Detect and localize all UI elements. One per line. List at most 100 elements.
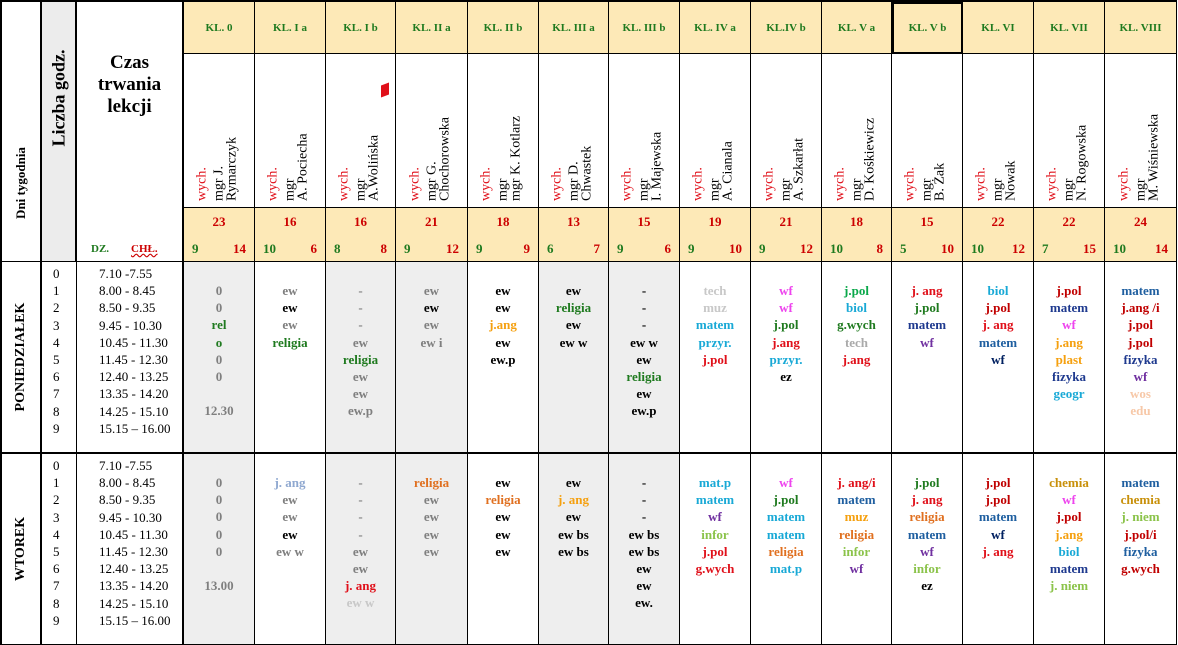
teacher-text: wych. mgr N. Rogowska <box>1044 61 1095 200</box>
lessons-cell: j. ang ew ew ew ew w <box>255 454 326 645</box>
lesson-entry: wf <box>779 283 793 298</box>
class-header[interactable]: KL. VIII <box>1105 2 1177 54</box>
lesson-entry: ew <box>352 368 369 384</box>
lesson-entry: wf <box>1133 368 1148 384</box>
lesson-time: 8.00 - 8.45 <box>99 475 156 491</box>
hours-count-cell: 23 9 14 <box>184 208 255 262</box>
class-header[interactable]: KL. 0 <box>184 2 255 54</box>
lesson-entry: rel <box>211 317 227 333</box>
lesson-entry: religia <box>413 475 450 490</box>
teacher-name: A. Cianala <box>720 140 736 201</box>
girls-count: 6 <box>664 241 672 256</box>
class-header[interactable]: KL. III b <box>609 2 680 54</box>
lesson-number: 3 <box>53 509 60 525</box>
lesson-entry: fizyka <box>1052 368 1086 384</box>
teacher-cell: wych. mgr Nowak <box>963 54 1034 208</box>
lesson-entry: j.pol <box>773 492 799 508</box>
teacher-text: wych. mgr M. Wiśniewska <box>1115 61 1166 200</box>
class-header[interactable]: KL. III a <box>539 2 609 54</box>
lesson-entry: j.pol <box>985 492 1011 508</box>
boys-count: 10 <box>1113 241 1126 256</box>
lesson-entry: j.pol <box>985 475 1011 490</box>
lesson-entry: ew <box>282 526 298 542</box>
lessons-cell: - - - ew religia ew ew ew.p <box>326 262 396 454</box>
lesson-entry: wf <box>1062 317 1076 333</box>
total-hours: 21 <box>425 214 438 229</box>
class-header[interactable]: KL. II a <box>396 2 468 54</box>
class-header[interactable]: KL. II b <box>468 2 539 54</box>
lesson-entry: ew <box>423 300 440 316</box>
hours-header: Liczba godz. <box>42 2 77 262</box>
teacher-text: wych. mgr A.Wolińska <box>335 61 386 200</box>
lesson-entry: wf <box>920 543 934 559</box>
lesson-entry: matem <box>1121 475 1160 490</box>
wych-label: wych. <box>549 166 564 201</box>
lesson-entry: ew bs <box>628 526 660 542</box>
days-header-label: Dni tygodnia <box>13 147 28 220</box>
lesson-entry: j.pol <box>1056 509 1082 525</box>
lesson-entry: wf <box>849 560 864 576</box>
boys-count: 6 <box>547 241 554 256</box>
lesson-entry: ew bs <box>628 543 660 559</box>
lesson-entry: 0 <box>215 300 223 316</box>
lessons-cell: j.pol j.pol matem wf j. ang <box>963 454 1034 645</box>
lesson-entry: mat.p <box>769 560 803 576</box>
lesson-entry: j.pol <box>844 283 869 298</box>
boys-count: 9 <box>192 241 199 256</box>
wych-label: wych. <box>973 166 989 201</box>
total-hours: 18 <box>496 214 510 229</box>
lessons-cell: j. ang/i matem muz religia infor wf <box>822 454 892 645</box>
lesson-entry: chemia <box>1120 492 1161 508</box>
boys-count: 9 <box>688 241 695 256</box>
teacher-cell: wych. mgr mgr K. Kotlarz <box>468 54 539 208</box>
wych-label: wych. <box>194 166 210 201</box>
lesson-entry: g.wych <box>837 317 876 333</box>
class-header[interactable]: KL. I b <box>326 2 396 54</box>
lesson-entry: j.pol/i <box>1124 526 1157 542</box>
lesson-entry: j.ang <box>1055 334 1083 350</box>
lesson-entry: j. ang/i <box>837 475 876 490</box>
lesson-entry: ew <box>282 283 298 298</box>
class-header[interactable]: KL. V b <box>892 2 963 54</box>
lesson-time: 15.15 – 16.00 <box>99 612 171 628</box>
lesson-entry: matem <box>1049 560 1089 576</box>
teacher-name: D. Kośkiewicz <box>862 117 877 201</box>
teacher-name: B. Żak <box>932 162 948 201</box>
teacher-cell: wych. mgr D. Kośkiewicz <box>822 54 892 208</box>
class-header[interactable]: KL. V a <box>822 2 892 54</box>
hours-count-cell: 18 10 8 <box>822 208 892 262</box>
lesson-entry: religia <box>485 492 521 508</box>
lesson-entry: matem <box>837 492 876 508</box>
class-header[interactable]: KL. VI <box>963 2 1034 54</box>
lesson-entry: ew.p <box>348 403 373 419</box>
class-header[interactable]: KL. VII <box>1034 2 1105 54</box>
teacher-cell: wych. mgr D. Chwastek <box>539 54 609 208</box>
class-header[interactable]: KL. IV a <box>680 2 751 54</box>
lesson-number: 6 <box>53 561 60 577</box>
lesson-entry: ew w <box>630 334 658 350</box>
lessons-cell: j. ang j.pol matem wf <box>892 262 963 454</box>
teacher-cell: wych. mgr A. Szkarłat <box>751 54 822 208</box>
class-header[interactable]: KL. I a <box>255 2 326 54</box>
lesson-entry: - <box>641 317 647 333</box>
lesson-entry: ew <box>495 283 511 298</box>
total-hours: 15 <box>637 214 651 229</box>
lesson-times: 7.10 -7.55 8.00 - 8.45 8.50 - 9.35 9.45 - 1… <box>77 262 184 454</box>
teacher-text: wych. mgr D. Kośkiewicz <box>831 61 882 201</box>
boys-count: 9 <box>759 241 766 256</box>
lesson-entry: biol <box>987 283 1009 298</box>
lesson-entry: ew <box>423 509 440 525</box>
girls-count: 12 <box>1012 241 1025 256</box>
class-header[interactable]: KL.IV b <box>751 2 822 54</box>
lesson-time: 15.15 – 16.00 <box>99 420 171 436</box>
lessons-cell: ew ew ew ew i <box>396 262 468 454</box>
boys-count: 10 <box>830 241 843 256</box>
lessons-cell: matem j.ang /i j.pol j.pol fizyka wf wos edu <box>1105 262 1177 454</box>
lesson-entry: 0 <box>215 492 223 508</box>
lesson-entry: ew <box>282 492 298 508</box>
teacher-text: wych. mgr D. Chwastek <box>548 61 599 201</box>
lesson-entry: wf <box>708 509 722 525</box>
lesson-entry: ew <box>495 300 511 316</box>
total-hours: 16 <box>283 214 297 229</box>
